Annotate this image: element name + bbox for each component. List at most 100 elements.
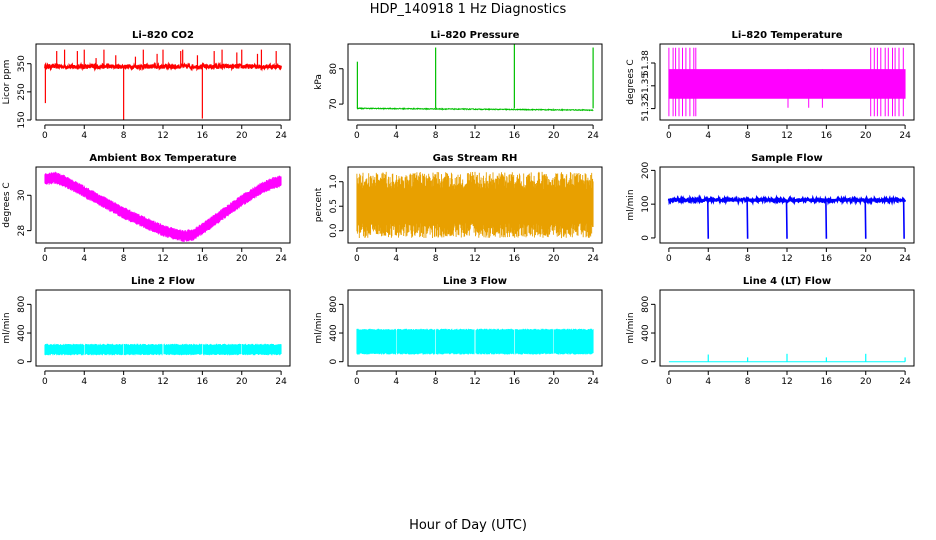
x-tick-label: 4 <box>705 131 711 141</box>
panel-title: Ambient Box Temperature <box>89 153 236 164</box>
sample-flow-dip <box>706 200 710 239</box>
panel-title: Li–820 Pressure <box>431 30 520 41</box>
y-tick-label: 400 <box>641 324 651 341</box>
plot-frame <box>659 166 915 244</box>
x-tick-label: 12 <box>157 254 168 264</box>
plot-frame <box>659 289 915 367</box>
y-tick-label: 0 <box>641 235 651 241</box>
x-tick-label: 16 <box>197 377 209 387</box>
sample-flow-dip <box>825 200 828 239</box>
y-tick-label: 80 <box>329 63 339 75</box>
x-tick-label: 24 <box>899 377 911 387</box>
figure-title: HDP_140918 1 Hz Diagnostics <box>369 2 567 17</box>
sample-flow-dip <box>746 200 749 239</box>
y-tick-label: 250 <box>17 83 27 100</box>
x-tick-label: 20 <box>548 377 560 387</box>
flow-band <box>44 343 282 356</box>
x-tick-label: 4 <box>81 377 87 387</box>
y-tick-label: 200 <box>641 162 651 179</box>
sample-flow-dip <box>864 200 867 239</box>
panel-line-4-lt-flow: Line 4 (LT) Flow ml/min 0 4 8 12 16 20 24 0 400 800 <box>626 276 915 387</box>
y-axis-label: degrees C <box>626 59 636 104</box>
data-layer <box>356 171 594 239</box>
y-axis-label: kPa <box>314 74 324 90</box>
y-axis-label: ml/min <box>2 312 12 343</box>
x-tick-label: 16 <box>197 254 209 264</box>
x-tick-label: 8 <box>745 254 751 264</box>
flow-band <box>356 328 594 355</box>
x-tick-label: 20 <box>236 377 248 387</box>
y-tick-label: 150 <box>17 111 27 128</box>
x-tick-label: 0 <box>666 131 672 141</box>
x-tick-label: 12 <box>469 131 480 141</box>
x-tick-label: 12 <box>469 377 480 387</box>
panel-title: Sample Flow <box>751 153 823 164</box>
plot-frame <box>347 166 603 244</box>
panel-title: Li–820 Temperature <box>731 30 842 41</box>
y-axis-label: Licor ppm <box>2 60 12 105</box>
x-tick-label: 8 <box>745 377 751 387</box>
x-tick-label: 8 <box>433 377 439 387</box>
rh-band <box>356 171 594 239</box>
plot-frame <box>347 289 603 367</box>
x-tick-label: 4 <box>393 254 399 264</box>
plot-frame <box>35 43 291 121</box>
x-tick-label: 20 <box>236 131 248 141</box>
x-tick-label: 20 <box>860 377 872 387</box>
panel-li820-co2: Li–820 CO2 Licor ppm 0 4 8 12 16 20 24 150 250 350 <box>2 30 291 141</box>
y-tick-label: 0 <box>641 359 651 365</box>
x-tick-label: 8 <box>121 131 127 141</box>
data-layer <box>356 328 594 355</box>
y-tick-label: 70 <box>329 98 339 110</box>
y-tick-label: 0.0 <box>329 223 339 238</box>
y-tick-label: 800 <box>17 295 27 312</box>
x-tick-label: 16 <box>821 131 833 141</box>
x-tick-label: 8 <box>121 377 127 387</box>
panel-li820-pressure: Li–820 Pressure kPa 0 4 8 12 16 20 24 70 80 <box>314 30 603 141</box>
plot-frame <box>35 166 291 244</box>
data-layer <box>44 49 282 120</box>
temperature-band <box>668 69 906 99</box>
y-tick-label: 400 <box>17 324 27 341</box>
panel-title: Line 2 Flow <box>131 276 195 287</box>
y-tick-label: 0 <box>17 359 27 365</box>
y-tick-label: 0.5 <box>329 199 339 213</box>
panel-gas-stream-rh: Gas Stream RH percent 0 4 8 12 16 20 24 0.0 0.5 1.0 <box>314 153 603 264</box>
x-tick-label: 16 <box>197 131 209 141</box>
x-tick-label: 8 <box>121 254 127 264</box>
x-tick-label: 8 <box>433 254 439 264</box>
x-tick-label: 24 <box>899 131 911 141</box>
data-layer <box>356 44 594 112</box>
x-tick-label: 0 <box>666 254 672 264</box>
y-tick-label: 100 <box>641 195 651 212</box>
x-tick-label: 12 <box>781 254 792 264</box>
x-tick-label: 4 <box>393 377 399 387</box>
y-tick-label: 800 <box>641 295 651 312</box>
panel-title: Gas Stream RH <box>433 153 518 164</box>
data-layer <box>668 353 906 363</box>
ambient-temperature-band <box>44 171 282 242</box>
y-axis-label: percent <box>314 187 324 222</box>
sample-flow-dip <box>785 200 788 239</box>
x-tick-label: 20 <box>236 254 248 264</box>
y-tick-label: 28 <box>17 225 27 237</box>
x-tick-label: 20 <box>548 254 560 264</box>
x-tick-label: 20 <box>548 131 560 141</box>
data-layer <box>44 171 282 242</box>
y-tick-label: 350 <box>17 55 27 72</box>
x-tick-label: 4 <box>81 131 87 141</box>
x-tick-label: 24 <box>899 254 911 264</box>
x-tick-label: 20 <box>860 254 872 264</box>
x-tick-label: 0 <box>354 254 360 264</box>
x-tick-label: 20 <box>860 131 872 141</box>
x-tick-label: 0 <box>666 377 672 387</box>
panel-title: Li–820 CO2 <box>132 30 194 41</box>
x-axis-title: Hour of Day (UTC) <box>409 518 527 533</box>
y-axis-label: ml/min <box>314 312 324 343</box>
data-layer <box>44 343 282 356</box>
x-tick-label: 8 <box>433 131 439 141</box>
y-tick-label: 400 <box>329 324 339 341</box>
y-axis-label: degrees C <box>2 182 12 227</box>
x-tick-label: 4 <box>393 131 399 141</box>
plot-frame <box>35 289 291 367</box>
